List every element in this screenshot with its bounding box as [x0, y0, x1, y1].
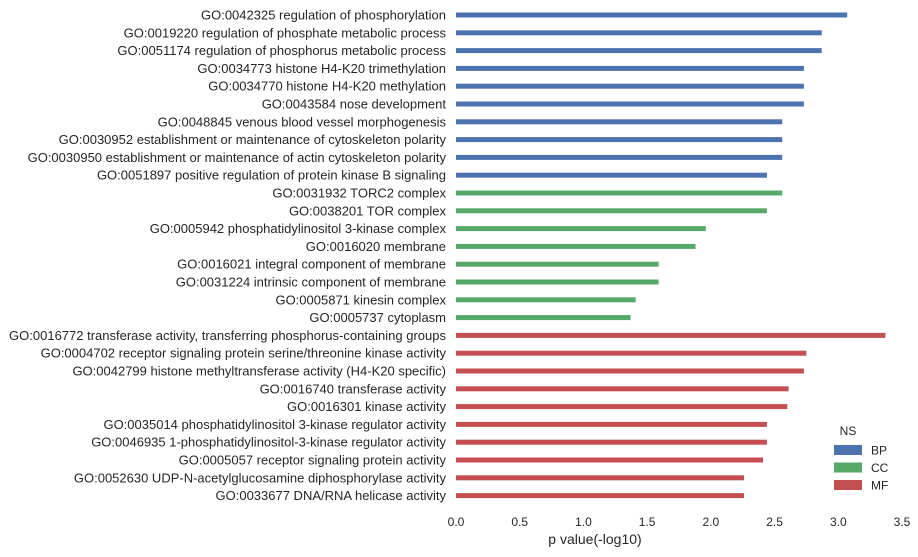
- y-tick-label: GO:0016301 kinase activity: [287, 399, 446, 414]
- x-tick-label: 0.0: [448, 515, 465, 529]
- x-axis-label: p value(-log10): [548, 531, 641, 547]
- legend: NS BP CC MF: [834, 424, 889, 493]
- bar: [456, 65, 804, 71]
- bar: [456, 137, 783, 143]
- bar: [456, 297, 636, 303]
- x-axis: 0.0 0.5 1.0 1.5 2.0 2.5 3.0 3.5: [448, 515, 911, 529]
- bar: [456, 404, 788, 410]
- legend-label: MF: [871, 479, 888, 493]
- y-tick-label: GO:0052630 UDP-N-acetylglucosamine dipho…: [74, 470, 447, 485]
- legend-title: NS: [840, 424, 857, 438]
- y-tick-label: GO:0016020 membrane: [306, 239, 446, 254]
- y-tick-label: GO:0048845 venous blood vessel morphogen…: [158, 114, 447, 129]
- bar: [456, 154, 783, 160]
- bars: [456, 12, 886, 499]
- y-tick-label: GO:0033677 DNA/RNA helicase activity: [216, 488, 447, 503]
- bar: [456, 493, 744, 499]
- x-tick-label: 3.5: [894, 515, 911, 529]
- y-tick-label: GO:0046935 1-phosphatidylinositol-3-kina…: [91, 435, 446, 450]
- bar: [456, 439, 767, 445]
- bar: [456, 119, 783, 125]
- y-tick-label: GO:0031224 intrinsic component of membra…: [176, 275, 446, 290]
- bar: [456, 243, 696, 249]
- y-tick-label: GO:0030950 establishment or maintenance …: [28, 150, 447, 165]
- x-tick-label: 3.0: [830, 515, 847, 529]
- bar: [456, 172, 767, 178]
- y-tick-label: GO:0019220 regulation of phosphate metab…: [124, 25, 447, 40]
- bar: [456, 475, 744, 481]
- y-tick-label: GO:0005942 phosphatidylinositol 3-kinase…: [150, 221, 447, 236]
- bar: [456, 279, 659, 285]
- bar: [456, 332, 886, 338]
- y-axis-labels: GO:0042325 regulation of phosphorylation…: [9, 8, 446, 504]
- bar: [456, 208, 767, 214]
- y-tick-label: GO:0042799 histone methyltransferase act…: [72, 364, 446, 379]
- bar: [456, 48, 822, 54]
- y-tick-label: GO:0004702 receptor signaling protein se…: [41, 346, 447, 361]
- x-tick-label: 0.5: [511, 515, 528, 529]
- y-tick-label: GO:0034773 histone H4-K20 trimethylation: [197, 61, 446, 76]
- y-tick-label: GO:0051174 regulation of phosphorus meta…: [117, 43, 446, 58]
- x-tick-label: 2.5: [766, 515, 783, 529]
- legend-label: BP: [871, 444, 887, 458]
- y-tick-label: GO:0005737 cytoplasm: [309, 310, 446, 325]
- bar: [456, 190, 783, 196]
- bar: [456, 226, 706, 232]
- bar: [456, 350, 807, 356]
- y-tick-label: GO:0038201 TOR complex: [289, 203, 447, 218]
- x-tick-label: 1.0: [575, 515, 592, 529]
- y-tick-label: GO:0051897 positive regulation of protei…: [97, 168, 446, 183]
- bar: [456, 83, 804, 89]
- y-tick-label: GO:0005057 receptor signaling protein ac…: [179, 453, 447, 468]
- bar: [456, 315, 631, 321]
- bar: [456, 368, 804, 374]
- y-tick-label: GO:0030952 establishment or maintenance …: [59, 132, 447, 147]
- bar: [456, 457, 764, 463]
- legend-label: CC: [871, 461, 889, 475]
- legend-swatch: [834, 445, 862, 455]
- y-tick-label: GO:0016772 transferase activity, transfe…: [9, 328, 446, 343]
- x-tick-label: 1.5: [639, 515, 656, 529]
- x-tick-label: 2.0: [703, 515, 720, 529]
- y-tick-label: GO:0042325 regulation of phosphorylation: [201, 8, 446, 23]
- y-tick-label: GO:0043584 nose development: [262, 97, 447, 112]
- bar: [456, 101, 804, 107]
- bar: [456, 261, 659, 267]
- y-tick-label: GO:0005871 kinesin complex: [275, 292, 446, 307]
- bar: [456, 30, 822, 36]
- y-tick-label: GO:0016021 integral component of membran…: [177, 257, 446, 272]
- legend-swatch: [834, 480, 862, 490]
- bar: [456, 12, 848, 18]
- y-tick-label: GO:0031932 TORC2 complex: [272, 186, 446, 201]
- legend-swatch: [834, 462, 862, 473]
- y-tick-label: GO:0035014 phosphatidylinositol 3-kinase…: [103, 417, 446, 432]
- bar: [456, 386, 789, 392]
- y-tick-label: GO:0016740 transferase activity: [260, 381, 447, 396]
- y-tick-label: GO:0034770 histone H4-K20 methylation: [208, 79, 446, 94]
- bar: [456, 421, 767, 427]
